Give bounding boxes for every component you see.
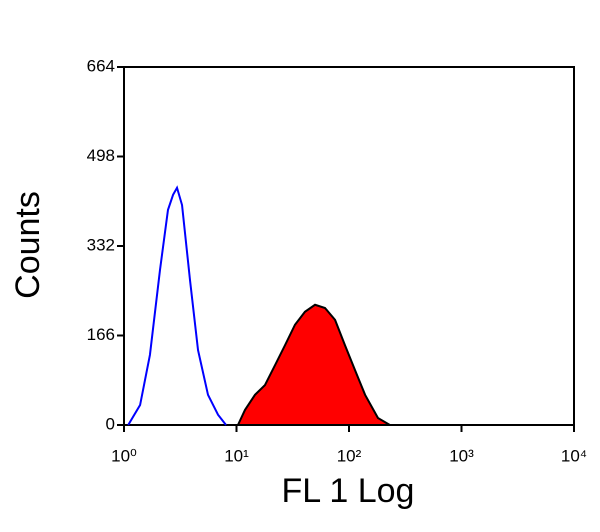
x-axis-label: FL 1 Log: [282, 472, 415, 510]
x-tick-label: 10¹: [224, 446, 249, 465]
x-tick-label: 10⁰: [111, 446, 137, 465]
histogram-area: [236, 303, 394, 426]
y-tick-label: 664: [87, 56, 115, 75]
histogram-line: [127, 185, 227, 426]
y-tick-label: 166: [87, 325, 115, 344]
x-tick-label: 10²: [337, 446, 362, 465]
y-tick-label: 332: [87, 235, 115, 254]
y-tick-label: 498: [87, 146, 115, 165]
x-tick-label: 10⁴: [561, 446, 587, 465]
y-tick-label: 0: [106, 414, 115, 433]
x-tick-label: 10³: [449, 446, 474, 465]
y-axis-label: Counts: [9, 191, 47, 299]
